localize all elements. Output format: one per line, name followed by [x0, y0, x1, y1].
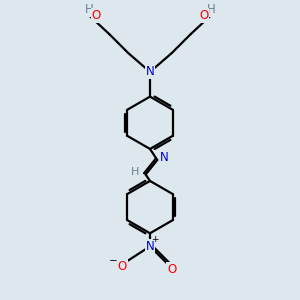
Text: O: O [199, 9, 208, 22]
Text: O: O [167, 263, 176, 276]
Text: N: N [160, 151, 169, 164]
Text: H: H [85, 4, 93, 16]
Text: N: N [146, 240, 154, 253]
Text: H: H [130, 167, 139, 177]
Text: N: N [146, 65, 154, 78]
Text: O: O [92, 9, 101, 22]
Text: O: O [118, 260, 127, 273]
Text: +: + [152, 236, 159, 244]
Text: H: H [207, 4, 215, 16]
Text: −: − [109, 256, 118, 266]
